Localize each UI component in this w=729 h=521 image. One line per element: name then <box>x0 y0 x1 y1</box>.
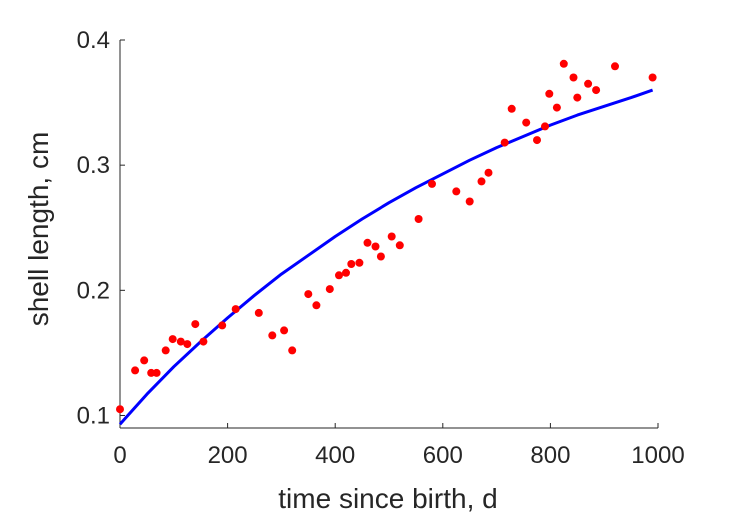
y-tick-label: 0.4 <box>77 27 110 54</box>
data-point <box>573 93 582 102</box>
data-point <box>218 321 227 330</box>
data-point <box>231 305 240 314</box>
data-point <box>168 335 177 344</box>
data-point <box>559 59 568 68</box>
x-axis-label: time since birth, d <box>278 483 497 514</box>
x-tick-label: 0 <box>113 442 126 469</box>
y-tick-label: 0.3 <box>77 152 110 179</box>
data-point <box>611 62 619 71</box>
data-point <box>569 73 578 82</box>
y-tick-label: 0.2 <box>77 277 110 304</box>
x-tick-label: 400 <box>315 442 355 469</box>
data-point <box>342 268 350 277</box>
data-point <box>355 258 364 267</box>
data-point <box>254 308 263 317</box>
data-point <box>500 138 509 147</box>
data-point <box>335 271 343 280</box>
x-tick-label: 800 <box>530 442 570 469</box>
data-point <box>312 301 321 310</box>
data-point <box>268 331 277 340</box>
data-point <box>116 405 124 414</box>
data-point <box>288 346 297 355</box>
data-point <box>387 232 396 241</box>
data-point <box>541 122 549 131</box>
data-point <box>465 197 474 206</box>
data-point <box>533 136 541 145</box>
data-point <box>325 285 334 294</box>
data-point <box>592 86 601 95</box>
data-point <box>191 320 200 329</box>
y-tick-label: 0.1 <box>77 402 110 429</box>
data-point <box>522 118 531 127</box>
fit-curve <box>118 88 654 426</box>
data-point <box>545 89 554 98</box>
data-point <box>584 79 593 88</box>
data-point <box>507 104 516 113</box>
data-point <box>395 241 404 250</box>
data-point <box>484 168 493 177</box>
data-point <box>152 368 161 377</box>
data-point <box>363 238 372 247</box>
data-point <box>199 337 208 346</box>
x-tick-label: 600 <box>423 442 463 469</box>
x-tick-label: 1000 <box>631 442 684 469</box>
data-point <box>347 260 356 268</box>
data-point <box>376 252 385 261</box>
data-point <box>176 337 185 346</box>
data-point <box>428 179 436 188</box>
data-point <box>183 340 192 349</box>
data-point <box>131 366 140 375</box>
data-point <box>304 290 313 299</box>
plot-area: 0 200 400 600 800 1000 0.1 0.2 0.3 0.4 <box>77 27 685 469</box>
data-point <box>161 346 170 355</box>
data-point <box>648 73 657 82</box>
data-point <box>371 242 380 251</box>
data-point <box>280 326 289 335</box>
x-tick-label: 200 <box>208 442 248 469</box>
data-point <box>414 215 423 223</box>
y-axis-label: shell length, cm <box>23 132 54 327</box>
data-point <box>140 356 149 365</box>
data-point <box>552 103 561 112</box>
data-point <box>477 177 486 186</box>
data-point <box>452 187 461 196</box>
